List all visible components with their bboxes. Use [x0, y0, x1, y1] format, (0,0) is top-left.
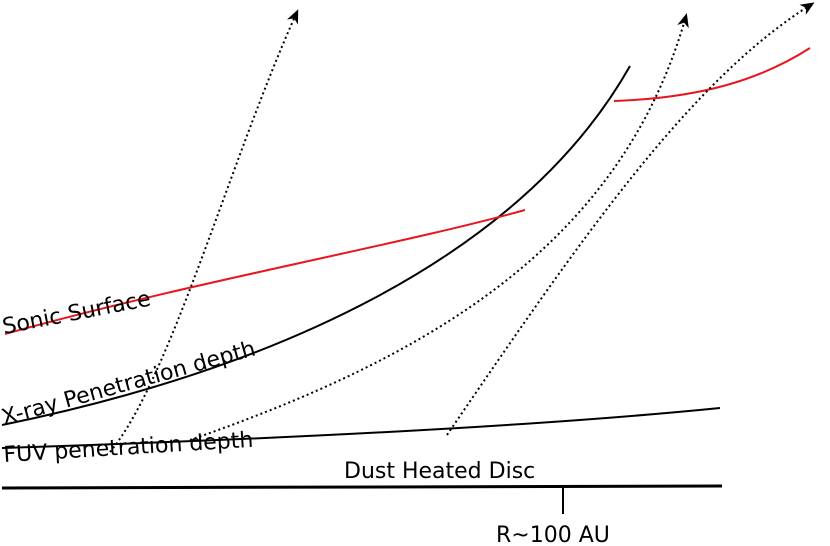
sonic-surface-label: Sonic Surface: [0, 287, 152, 340]
flow-streamline-1: [109, 9, 299, 453]
dust-disc-label: Dust Heated Disc: [344, 459, 535, 484]
sonic-surface-inner-curve: [4, 209, 526, 335]
xray-depth-label: X-ray Penetration depth: [0, 337, 258, 431]
disc-midplane-line: [1, 484, 723, 490]
xray-penetration-curve: [1, 65, 631, 426]
fuv-depth-label: FUV penetration depth: [3, 428, 254, 468]
flow-streamline-3: [446, 2, 815, 436]
fuv-penetration-curve: [1, 407, 721, 449]
radius-marker-label: R~100 AU: [496, 523, 610, 546]
sonic-surface-outer-curve: [613, 47, 811, 102]
flow-streamline-2: [189, 13, 689, 441]
